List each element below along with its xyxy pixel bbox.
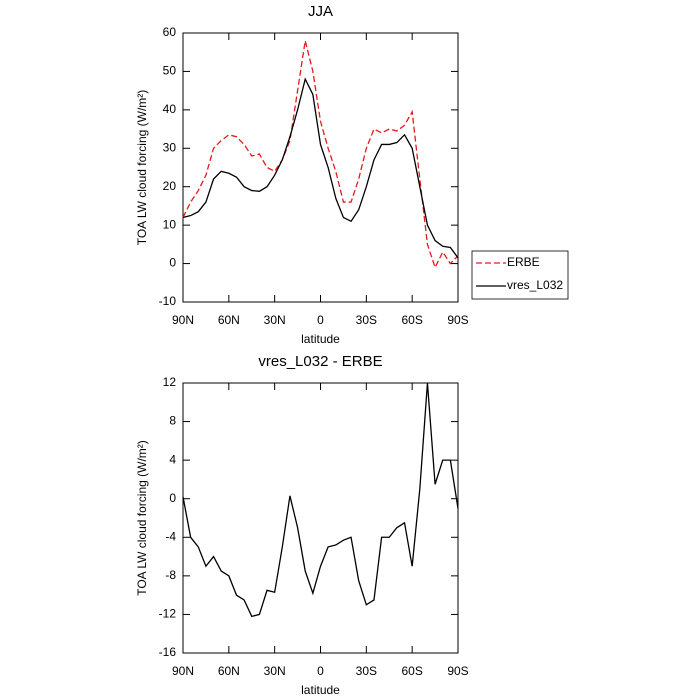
y-tick-label: 0 (169, 491, 176, 505)
y-axis-label: TOA LW cloud forcing (W/m²) (135, 90, 149, 246)
y-tick-label: 40 (163, 102, 177, 116)
x-tick-label: 90S (447, 313, 468, 327)
y-axis-label: TOA LW cloud forcing (W/m²) (135, 440, 149, 596)
x-axis-label: latitude (301, 683, 340, 697)
y-tick-label: 30 (163, 140, 177, 154)
x-tick-label: 60S (401, 664, 422, 678)
plot-frame (182, 382, 459, 654)
data-line (182, 382, 459, 618)
legend-box (471, 250, 569, 300)
x-tick-label: 30S (356, 664, 377, 678)
y-tick-label: -4 (165, 529, 176, 543)
y-tick-label: 10 (163, 217, 177, 231)
x-tick-label: 90N (172, 313, 194, 327)
x-axis-label: latitude (301, 332, 340, 346)
data-line (182, 40, 459, 270)
legend-label: vres_L032 (507, 278, 563, 292)
y-tick-label: -8 (165, 568, 176, 582)
x-tick-label: 60N (218, 664, 240, 678)
y-tick-label: 8 (169, 414, 176, 428)
y-tick-label: -10 (159, 294, 177, 308)
y-tick-label: 20 (163, 179, 177, 193)
y-tick-label: 4 (169, 452, 176, 466)
x-tick-label: 60N (218, 313, 240, 327)
legend-label: ERBE (507, 255, 540, 269)
y-tick-label: -16 (159, 645, 177, 659)
x-tick-label: 90N (172, 664, 194, 678)
data-line (182, 77, 459, 259)
x-tick-label: 30S (356, 313, 377, 327)
x-tick-label: 30N (264, 664, 286, 678)
x-tick-label: 0 (317, 313, 324, 327)
x-tick-label: 30N (264, 313, 286, 327)
x-tick-label: 90S (447, 664, 468, 678)
x-tick-label: 60S (401, 313, 422, 327)
y-tick-label: -12 (159, 607, 177, 621)
y-tick-label: 60 (163, 25, 177, 39)
y-tick-label: 0 (169, 256, 176, 270)
x-tick-label: 0 (317, 664, 324, 678)
y-tick-label: 12 (163, 375, 177, 389)
y-tick-label: 50 (163, 64, 177, 78)
plot-frame (182, 32, 459, 303)
chart-title: vres_L032 - ERBE (258, 353, 382, 370)
chart-title: JJA (308, 3, 333, 20)
